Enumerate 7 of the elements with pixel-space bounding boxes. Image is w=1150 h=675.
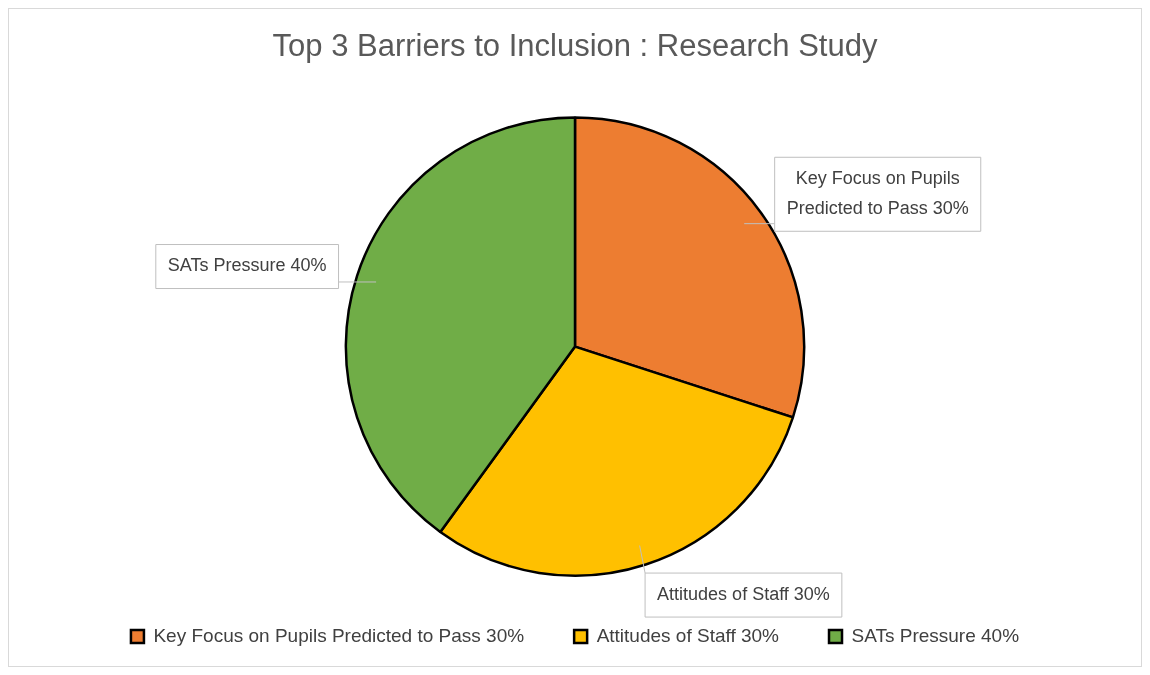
legend-label: Key Focus on Pupils Predicted to Pass 30% bbox=[153, 624, 525, 646]
slice-label: SATs Pressure 40% bbox=[167, 255, 327, 276]
legend-label: SATs Pressure 40% bbox=[851, 624, 1020, 646]
slice-label: Attitudes of Staff 30% bbox=[657, 584, 830, 605]
legend-label: Attitudes of Staff 30% bbox=[596, 624, 780, 646]
slice-label: Key Focus on Pupils Predicted to Pass 30% bbox=[786, 168, 969, 219]
chart-title: Top 3 Barriers to Inclusion : Research Study bbox=[272, 28, 878, 64]
